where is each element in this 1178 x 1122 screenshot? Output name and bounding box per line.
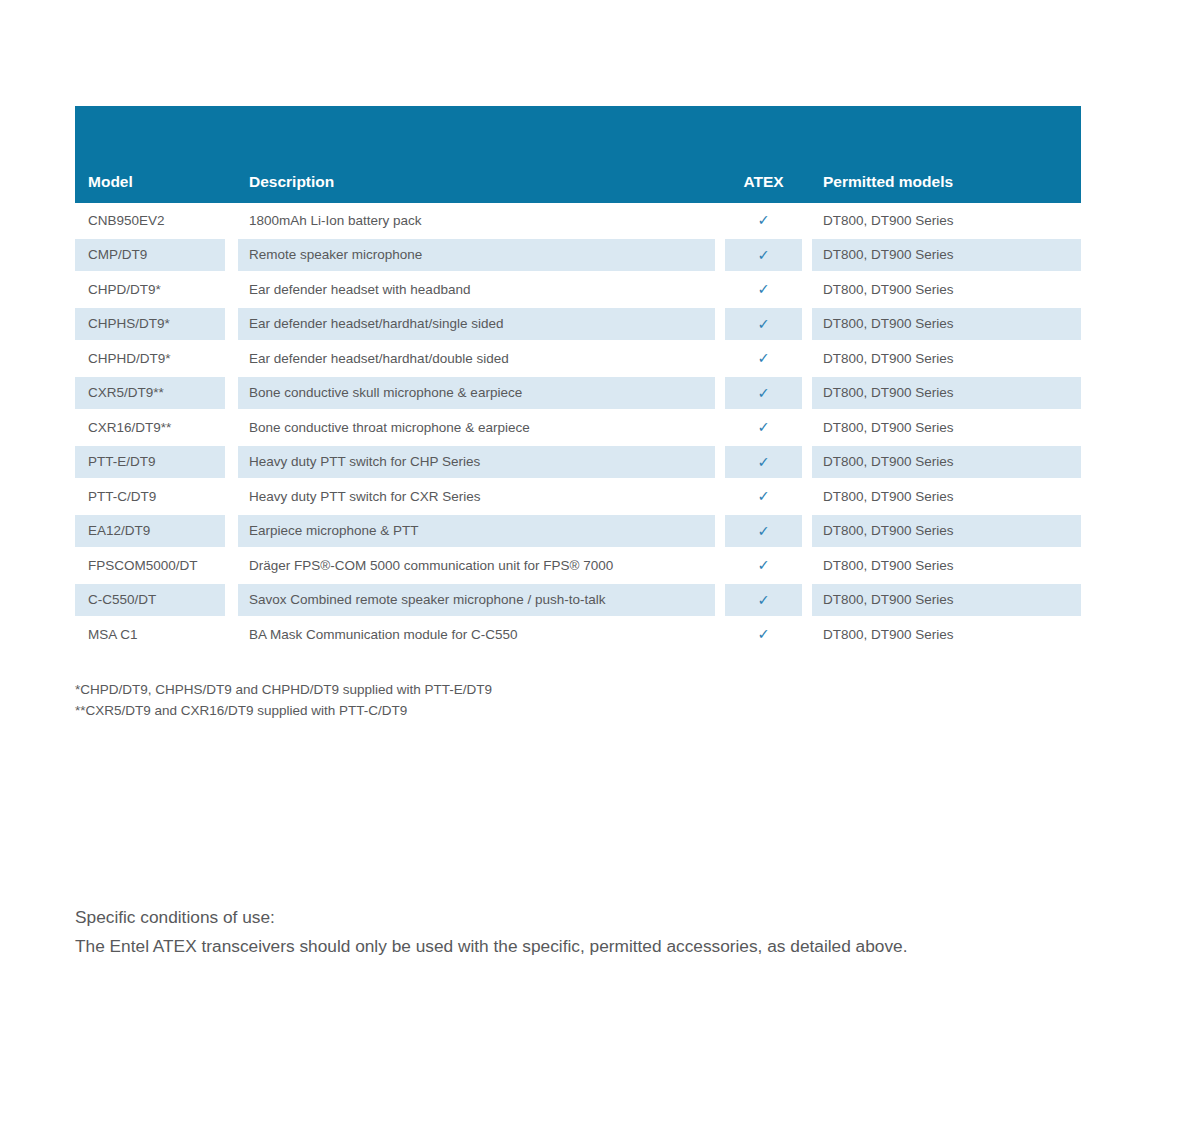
checkmark-icon: ✓ bbox=[757, 351, 769, 366]
table-header: Model Description ATEX Permitted models bbox=[75, 106, 1081, 203]
table-row: CHPD/DT9* Ear defender headset with head… bbox=[75, 272, 1081, 307]
column-header-model: Model bbox=[75, 173, 238, 203]
model-cell: CMP/DT9 bbox=[75, 239, 225, 272]
atex-cell: ✓ bbox=[725, 618, 802, 651]
description-cell: Earpiece microphone & PTT bbox=[238, 515, 715, 548]
footnote-line: **CXR5/DT9 and CXR16/DT9 supplied with P… bbox=[75, 701, 492, 722]
model-cell: FPSCOM5000/DT bbox=[75, 549, 225, 582]
column-header-permitted: Permitted models bbox=[812, 173, 1081, 203]
checkmark-icon: ✓ bbox=[757, 489, 769, 504]
table-row: FPSCOM5000/DT Dräger FPS®-COM 5000 commu… bbox=[75, 548, 1081, 583]
atex-cell: ✓ bbox=[725, 342, 802, 375]
model-cell: PTT-C/DT9 bbox=[75, 480, 225, 513]
atex-cell: ✓ bbox=[725, 411, 802, 444]
table-row: PTT-E/DT9 Heavy duty PTT switch for CHP … bbox=[75, 445, 1081, 480]
permitted-cell: DT800, DT900 Series bbox=[812, 480, 1081, 513]
atex-cell: ✓ bbox=[725, 515, 802, 548]
checkmark-icon: ✓ bbox=[757, 627, 769, 642]
description-cell: Bone conductive skull microphone & earpi… bbox=[238, 377, 715, 410]
description-cell: Heavy duty PTT switch for CXR Series bbox=[238, 480, 715, 513]
permitted-cell: DT800, DT900 Series bbox=[812, 342, 1081, 375]
permitted-cell: DT800, DT900 Series bbox=[812, 204, 1081, 237]
permitted-cell: DT800, DT900 Series bbox=[812, 549, 1081, 582]
atex-cell: ✓ bbox=[725, 377, 802, 410]
permitted-cell: DT800, DT900 Series bbox=[812, 515, 1081, 548]
checkmark-icon: ✓ bbox=[757, 282, 769, 297]
permitted-cell: DT800, DT900 Series bbox=[812, 618, 1081, 651]
description-cell: Bone conductive throat microphone & earp… bbox=[238, 411, 715, 444]
checkmark-icon: ✓ bbox=[757, 248, 769, 263]
permitted-cell: DT800, DT900 Series bbox=[812, 239, 1081, 272]
model-cell: CNB950EV2 bbox=[75, 204, 225, 237]
column-header-atex: ATEX bbox=[725, 173, 812, 203]
description-cell: Heavy duty PTT switch for CHP Series bbox=[238, 446, 715, 479]
permitted-cell: DT800, DT900 Series bbox=[812, 584, 1081, 617]
checkmark-icon: ✓ bbox=[757, 455, 769, 470]
footnotes: *CHPD/DT9, CHPHS/DT9 and CHPHD/DT9 suppl… bbox=[75, 680, 492, 721]
atex-cell: ✓ bbox=[725, 204, 802, 237]
table-row: PTT-C/DT9 Heavy duty PTT switch for CXR … bbox=[75, 479, 1081, 514]
conditions-block: Specific conditions of use: The Entel AT… bbox=[75, 903, 908, 961]
permitted-cell: DT800, DT900 Series bbox=[812, 446, 1081, 479]
table-row: CHPHS/DT9* Ear defender headset/hardhat/… bbox=[75, 307, 1081, 342]
checkmark-icon: ✓ bbox=[757, 420, 769, 435]
description-cell: Ear defender headset with headband bbox=[238, 273, 715, 306]
permitted-cell: DT800, DT900 Series bbox=[812, 411, 1081, 444]
atex-cell: ✓ bbox=[725, 239, 802, 272]
conditions-heading: Specific conditions of use: bbox=[75, 903, 908, 932]
atex-cell: ✓ bbox=[725, 308, 802, 341]
permitted-cell: DT800, DT900 Series bbox=[812, 273, 1081, 306]
description-cell: Ear defender headset/hardhat/double side… bbox=[238, 342, 715, 375]
conditions-body: The Entel ATEX transceivers should only … bbox=[75, 932, 908, 961]
checkmark-icon: ✓ bbox=[757, 558, 769, 573]
description-cell: BA Mask Communication module for C-C550 bbox=[238, 618, 715, 651]
model-cell: CHPD/DT9* bbox=[75, 273, 225, 306]
description-cell: Remote speaker microphone bbox=[238, 239, 715, 272]
table-row: CNB950EV2 1800mAh Li-Ion battery pack ✓ … bbox=[75, 203, 1081, 238]
model-cell: C-C550/DT bbox=[75, 584, 225, 617]
checkmark-icon: ✓ bbox=[757, 593, 769, 608]
permitted-cell: DT800, DT900 Series bbox=[812, 308, 1081, 341]
description-cell: Ear defender headset/hardhat/single side… bbox=[238, 308, 715, 341]
table-row: CXR16/DT9** Bone conductive throat micro… bbox=[75, 410, 1081, 445]
description-cell: Dräger FPS®-COM 5000 communication unit … bbox=[238, 549, 715, 582]
table-row: MSA C1 BA Mask Communication module for … bbox=[75, 617, 1081, 652]
checkmark-icon: ✓ bbox=[757, 317, 769, 332]
description-cell: 1800mAh Li-Ion battery pack bbox=[238, 204, 715, 237]
atex-cell: ✓ bbox=[725, 584, 802, 617]
model-cell: CXR5/DT9** bbox=[75, 377, 225, 410]
table-row: EA12/DT9 Earpiece microphone & PTT ✓ DT8… bbox=[75, 514, 1081, 549]
model-cell: MSA C1 bbox=[75, 618, 225, 651]
accessories-table: Model Description ATEX Permitted models … bbox=[75, 106, 1081, 652]
footnote-line: *CHPD/DT9, CHPHS/DT9 and CHPHD/DT9 suppl… bbox=[75, 680, 492, 701]
permitted-cell: DT800, DT900 Series bbox=[812, 377, 1081, 410]
description-cell: Savox Combined remote speaker microphone… bbox=[238, 584, 715, 617]
atex-cell: ✓ bbox=[725, 549, 802, 582]
checkmark-icon: ✓ bbox=[757, 213, 769, 228]
checkmark-icon: ✓ bbox=[757, 386, 769, 401]
model-cell: PTT-E/DT9 bbox=[75, 446, 225, 479]
column-header-description: Description bbox=[238, 173, 725, 203]
model-cell: CHPHD/DT9* bbox=[75, 342, 225, 375]
table-body: CNB950EV2 1800mAh Li-Ion battery pack ✓ … bbox=[75, 203, 1081, 652]
checkmark-icon: ✓ bbox=[757, 524, 769, 539]
atex-cell: ✓ bbox=[725, 273, 802, 306]
table-row: CHPHD/DT9* Ear defender headset/hardhat/… bbox=[75, 341, 1081, 376]
table-row: CXR5/DT9** Bone conductive skull microph… bbox=[75, 376, 1081, 411]
model-cell: CXR16/DT9** bbox=[75, 411, 225, 444]
table-row: CMP/DT9 Remote speaker microphone ✓ DT80… bbox=[75, 238, 1081, 273]
model-cell: EA12/DT9 bbox=[75, 515, 225, 548]
atex-cell: ✓ bbox=[725, 480, 802, 513]
model-cell: CHPHS/DT9* bbox=[75, 308, 225, 341]
page: { "colors":{ "header_bg":"#0a76a3", "str… bbox=[0, 0, 1178, 1122]
table-row: C-C550/DT Savox Combined remote speaker … bbox=[75, 583, 1081, 618]
atex-cell: ✓ bbox=[725, 446, 802, 479]
